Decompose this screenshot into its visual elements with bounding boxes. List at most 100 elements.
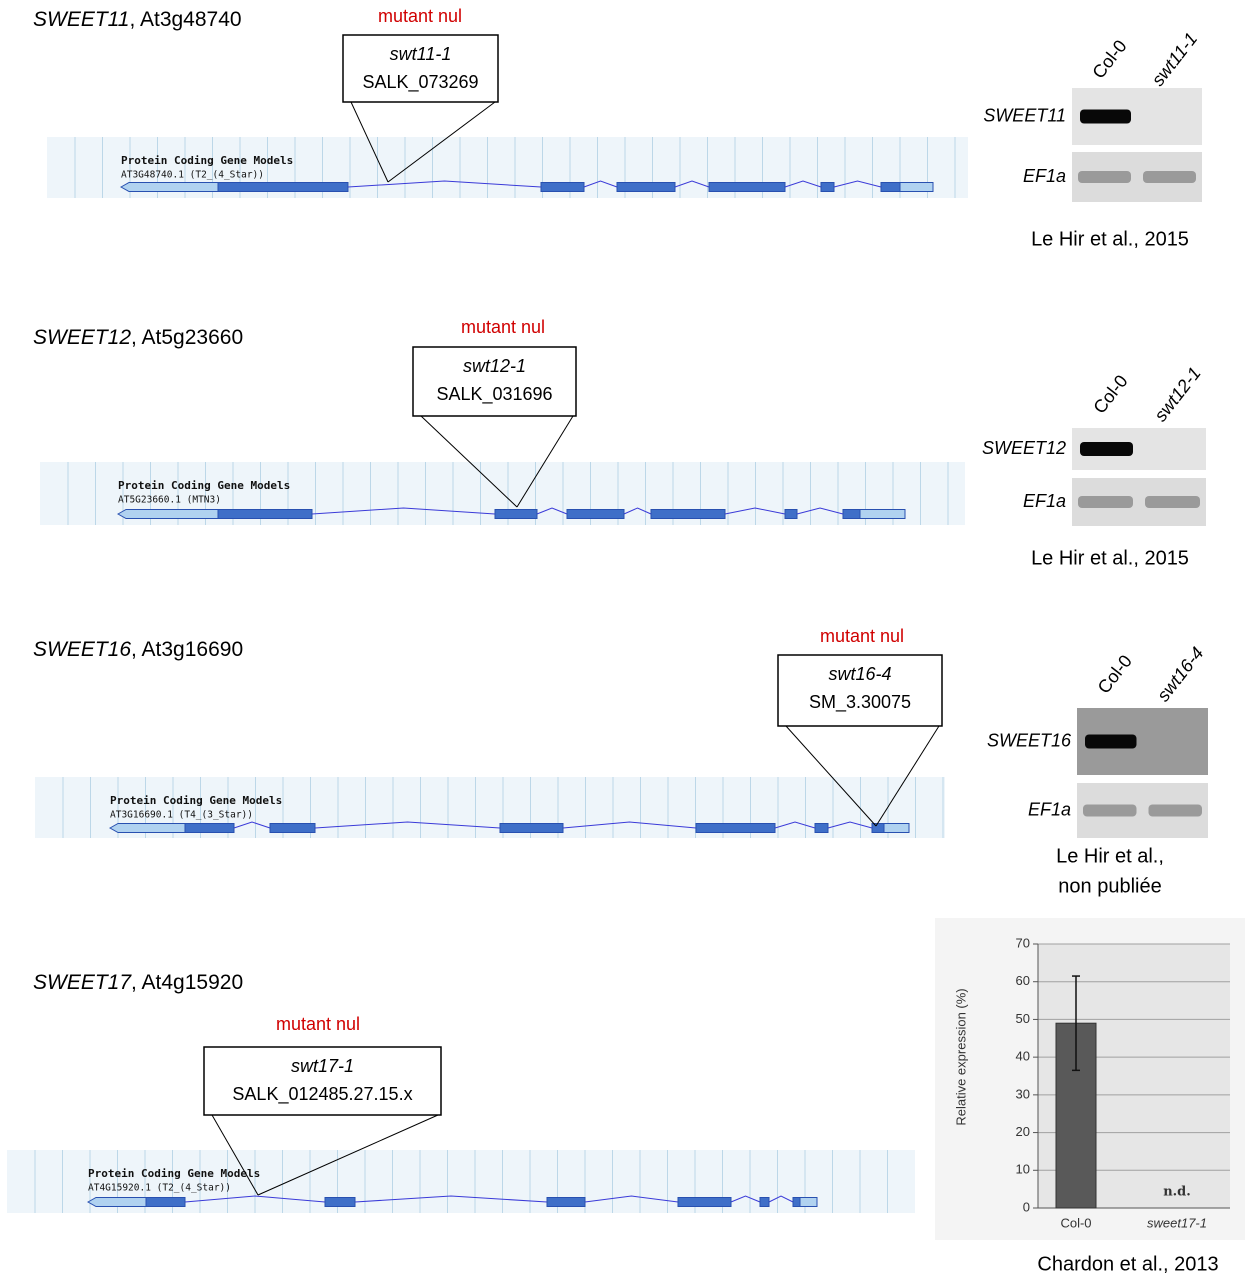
exon-utr [884,824,909,833]
exon-cds [709,183,785,192]
exon-utr [118,510,218,519]
track-title: Protein Coding Gene Models [88,1167,260,1180]
insertion-line: SALK_073269 [362,72,478,93]
mutant-note: mutant nul [276,1014,360,1034]
gene-title: SWEET12, At5g23660 [33,326,243,349]
gene-name: SWEET16 [33,638,131,661]
y-axis-label: Relative expression (%) [953,988,968,1125]
transcript-id: AT3G16690.1 (T4_(3_Star)) [110,810,253,821]
lane-label: Col-0 [1088,36,1130,82]
exon-cds [651,510,725,519]
exon-cds [617,183,675,192]
value-label: n.d. [1163,1185,1191,1200]
gel-band [1080,442,1133,456]
mutant-note: mutant nul [378,6,462,26]
gene-title: SWEET16, At3g16690 [33,638,243,661]
exon-cds [678,1198,731,1207]
y-tick-label: 70 [1016,935,1030,950]
track-title: Protein Coding Gene Models [121,154,293,167]
exon-cds [785,510,797,519]
exon-cds [547,1198,585,1207]
gene-locus: , At3g16690 [131,638,243,661]
figure: SWEET11, At3g48740Protein Coding Gene Mo… [0,0,1250,1280]
gene-name: SWEET17 [33,971,132,994]
exon-utr [88,1198,146,1207]
insertion-line: SM_3.30075 [809,692,911,713]
exon-utr [110,824,185,833]
gel-row-label: EF1a [1028,799,1071,819]
exon-cds [325,1198,355,1207]
exon-cds [881,183,900,192]
x-tick-label: Col-0 [1060,1215,1091,1230]
gene-name: SWEET11 [33,8,129,31]
y-tick-label: 50 [1016,1011,1030,1026]
gel-row-label: SWEET12 [982,438,1066,458]
gel-row-label: SWEET16 [987,730,1072,750]
gel-band [1143,171,1196,183]
transcript-id: AT4G15920.1 (T2_(4_Star)) [88,1183,231,1194]
insertion-line: SALK_031696 [436,384,552,405]
exon-utr [860,510,905,519]
y-tick-label: 40 [1016,1049,1030,1064]
allele-name: swt12-1 [463,356,526,376]
exon-cds [843,510,860,519]
track-title: Protein Coding Gene Models [110,794,282,807]
gene-title: SWEET11, At3g48740 [33,8,242,31]
exon-cds [185,824,234,833]
exon-cds [495,510,537,519]
allele-name: swt16-4 [828,664,891,684]
exon-cds [500,824,563,833]
lane-label: swt16-4 [1153,643,1208,705]
lane-label: Col-0 [1094,651,1136,697]
citation: non publiée [1058,875,1161,897]
gene-locus: , At3g48740 [129,8,241,31]
exon-cds [793,1198,800,1207]
x-tick-label: sweet17-1 [1147,1215,1207,1230]
y-tick-label: 20 [1016,1124,1030,1139]
citation: Chardon et al., 2013 [1037,1253,1218,1275]
exon-utr [121,183,218,192]
citation: Le Hir et al., 2015 [1031,547,1189,569]
gene-title: SWEET17, At4g15920 [33,971,243,994]
gene-locus: , At4g15920 [131,971,243,994]
y-tick-label: 10 [1016,1162,1030,1177]
transcript-id: AT3G48740.1 (T2_(4_Star)) [121,170,264,181]
gene-name: SWEET12 [33,326,131,349]
mutant-note: mutant nul [461,317,545,337]
exon-cds [218,510,312,519]
gel-row-label: SWEET11 [983,105,1066,125]
mutant-note: mutant nul [820,626,904,646]
lane-label: swt11-1 [1148,29,1202,90]
gel-row-label: EF1a [1023,491,1066,511]
gel-band [1078,171,1131,183]
exon-cds [821,183,834,192]
y-tick-label: 0 [1023,1199,1030,1214]
insertion-line: SALK_012485.27.15.x [232,1084,412,1105]
exon-cds [218,183,348,192]
citation: Le Hir et al., [1056,845,1164,867]
y-tick-label: 60 [1016,973,1030,988]
exon-cds [146,1198,185,1207]
gene-locus: , At5g23660 [131,326,243,349]
exon-utr [900,183,933,192]
allele-name: swt11-1 [390,44,452,64]
exon-cds [815,824,828,833]
gel-band [1080,110,1131,124]
lane-label: Col-0 [1089,371,1131,417]
citation: Le Hir et al., 2015 [1031,228,1189,250]
gel-band [1083,805,1137,817]
exon-utr [800,1198,817,1207]
transcript-id: AT5G23660.1 (MTN3) [118,495,221,506]
lane-label: swt12-1 [1150,363,1205,425]
exon-cds [760,1198,769,1207]
gel-band [1078,496,1133,508]
allele-name: swt17-1 [291,1056,354,1076]
gel-band [1145,496,1200,508]
gel-band [1085,735,1137,749]
y-tick-label: 30 [1016,1086,1030,1101]
gel-row-label: EF1a [1023,166,1066,186]
track-title: Protein Coding Gene Models [118,479,290,492]
exon-cds [541,183,584,192]
exon-cds [872,824,884,833]
exon-cds [567,510,624,519]
